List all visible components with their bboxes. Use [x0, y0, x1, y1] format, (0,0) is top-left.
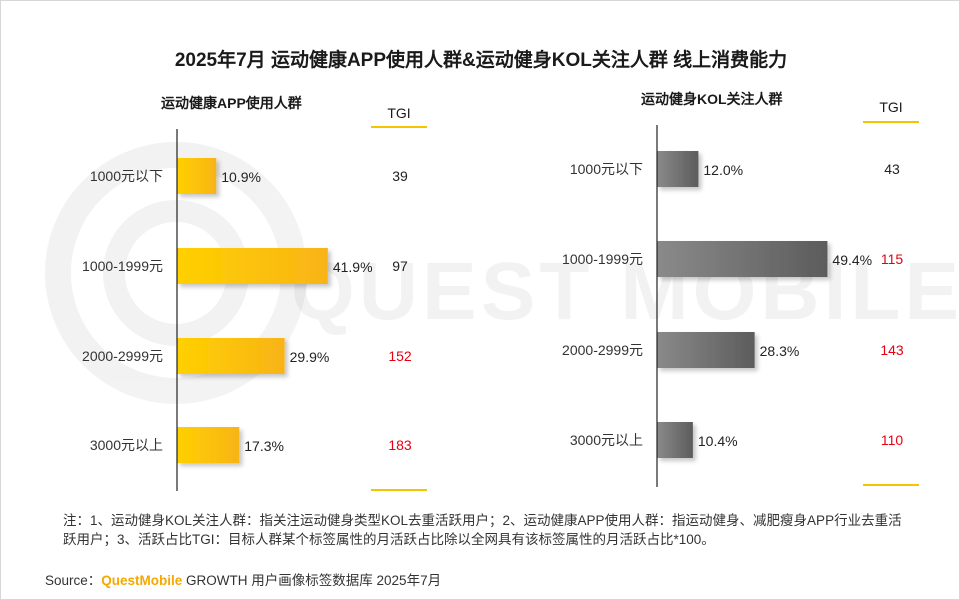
- left-value-label: 17.3%: [244, 438, 284, 454]
- left-tgi-value: 183: [388, 437, 412, 453]
- left-tgi-value: 39: [392, 168, 408, 184]
- right-tgi-header: TGI: [879, 99, 903, 115]
- source-rest: GROWTH 用户画像标签数据库 2025年7月: [182, 573, 442, 588]
- right-category-label: 1000-1999元: [562, 251, 643, 267]
- left-bar: [177, 158, 217, 194]
- right-chart: 1000元以下 12.0% 43 1000-1999元 49.4% 115 2000-299…: [562, 125, 904, 487]
- right-category-label: 1000元以下: [570, 161, 643, 177]
- left-panel-title: 运动健康APP使用人群: [161, 95, 302, 111]
- left-tgi-bottom-line: [371, 489, 427, 491]
- left-tgi-value: 152: [388, 348, 412, 364]
- source-line: Source：QuestMobile GROWTH 用户画像标签数据库 2025…: [45, 569, 441, 589]
- left-category-label: 3000元以上: [90, 437, 163, 453]
- right-value-label: 49.4%: [832, 252, 872, 268]
- right-tgi-header-underline: [863, 121, 919, 123]
- left-tgi-value: 97: [392, 258, 408, 274]
- right-category-label: 3000元以上: [570, 432, 643, 448]
- watermark-text: QUEST MOBILE: [291, 246, 960, 337]
- page-title: 2025年7月 运动健康APP使用人群&运动健身KOL关注人群 线上消费能力: [174, 50, 788, 71]
- left-value-label: 41.9%: [333, 259, 373, 275]
- right-bar: [657, 151, 699, 187]
- footnote: 注：1、运动健身KOL关注人群：指关注运动健身类型KOL去重活跃用户；2、运动健…: [63, 513, 902, 547]
- right-tgi-value: 143: [880, 342, 904, 358]
- right-value-label: 28.3%: [760, 343, 800, 359]
- left-category-label: 1000元以下: [90, 168, 163, 184]
- right-tgi-value: 43: [884, 161, 900, 177]
- left-category-label: 2000-2999元: [82, 348, 163, 364]
- left-chart: 1000元以下 10.9% 39 1000-1999元 41.9% 97 2000-2999…: [82, 129, 412, 491]
- right-value-label: 12.0%: [703, 162, 743, 178]
- right-bar: [657, 241, 828, 277]
- right-tgi-value: 110: [881, 432, 904, 448]
- left-bar: [177, 338, 285, 374]
- right-bar: [657, 422, 693, 458]
- right-tgi-bottom-line: [863, 484, 919, 486]
- source-prefix: Source：: [45, 573, 102, 588]
- left-tgi-header-underline: [371, 126, 427, 128]
- left-value-label: 29.9%: [290, 349, 330, 365]
- right-category-label: 2000-2999元: [562, 342, 643, 358]
- left-bar: [177, 248, 328, 284]
- left-category-label: 1000-1999元: [82, 258, 163, 274]
- right-bar: [657, 332, 755, 368]
- left-tgi-header: TGI: [387, 105, 411, 121]
- source-brand: QuestMobile: [101, 573, 183, 588]
- left-bar: [177, 427, 240, 463]
- right-value-label: 10.4%: [698, 433, 738, 449]
- left-value-label: 10.9%: [221, 169, 261, 185]
- right-tgi-value: 115: [881, 251, 904, 267]
- right-panel-title: 运动健身KOL关注人群: [641, 91, 783, 107]
